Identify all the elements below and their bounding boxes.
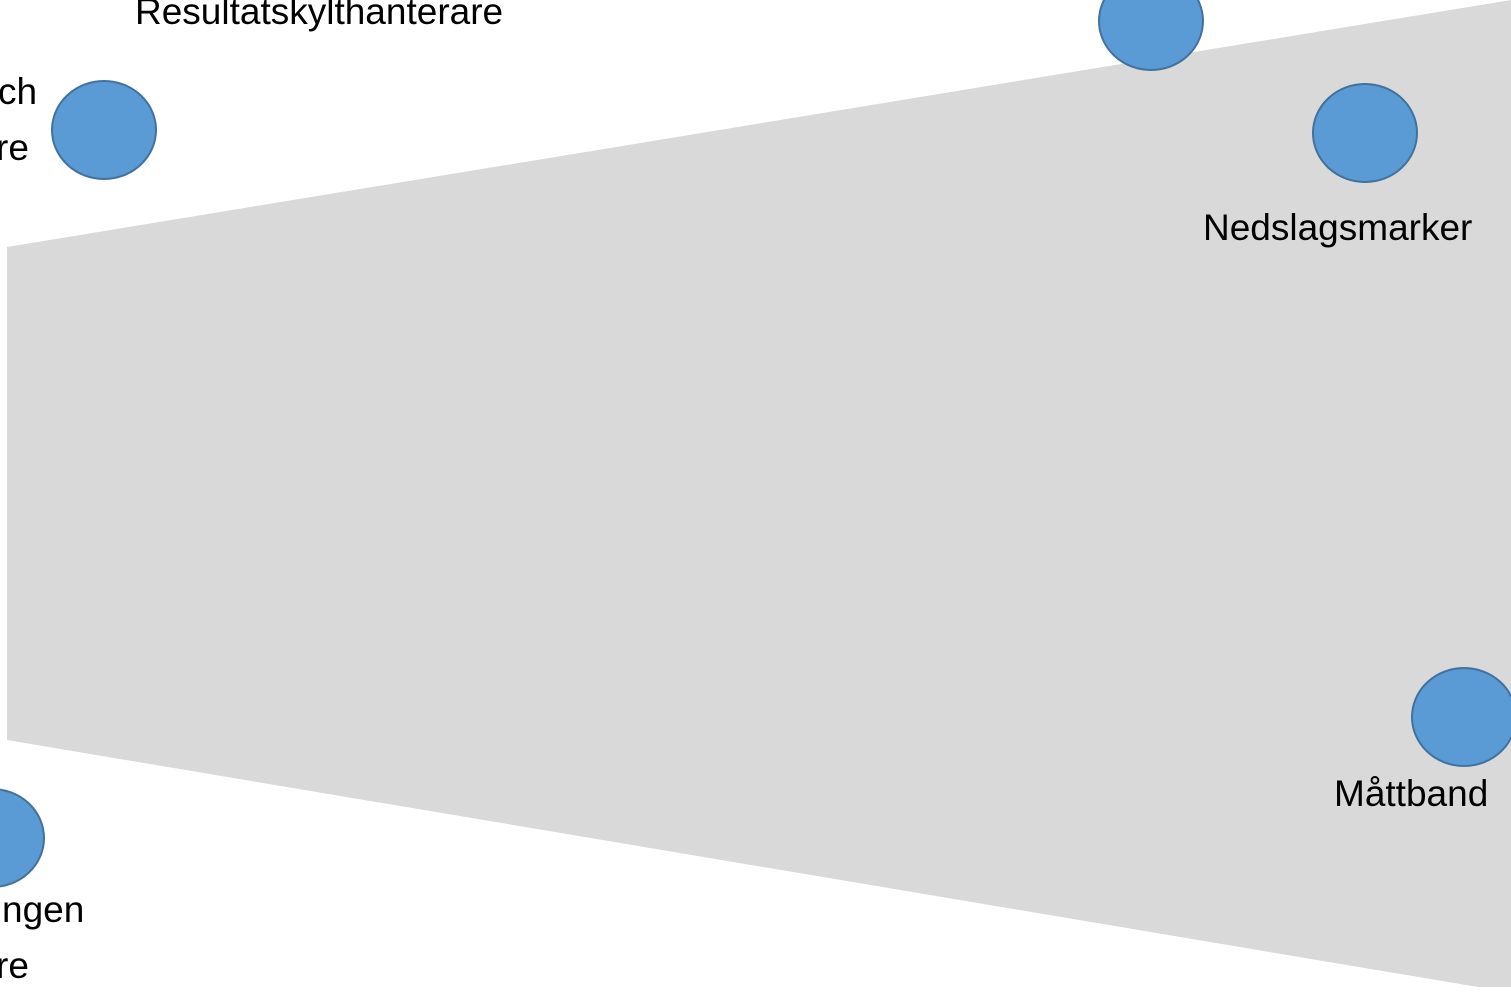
label-mattband: Måttband bbox=[1334, 773, 1488, 814]
marker-top-center bbox=[1098, 0, 1204, 71]
label-left-top-line-1: ch bbox=[0, 71, 37, 112]
field-area bbox=[7, 0, 1511, 987]
label-bottom-left-line-1: ngen bbox=[2, 889, 84, 930]
label-nedslagsmarker: Nedslagsmarker bbox=[1203, 207, 1472, 248]
marker-mattband bbox=[1411, 667, 1511, 767]
marker-bottom-left bbox=[0, 788, 45, 888]
marker-left-top bbox=[51, 80, 157, 180]
label-resultatskylthanterare: Resultatskylthanterare bbox=[135, 0, 503, 32]
label-left-top-line-2: re bbox=[0, 127, 29, 168]
label-bottom-left-line-2: re bbox=[0, 945, 29, 986]
marker-nedslagsmarker bbox=[1312, 83, 1418, 183]
